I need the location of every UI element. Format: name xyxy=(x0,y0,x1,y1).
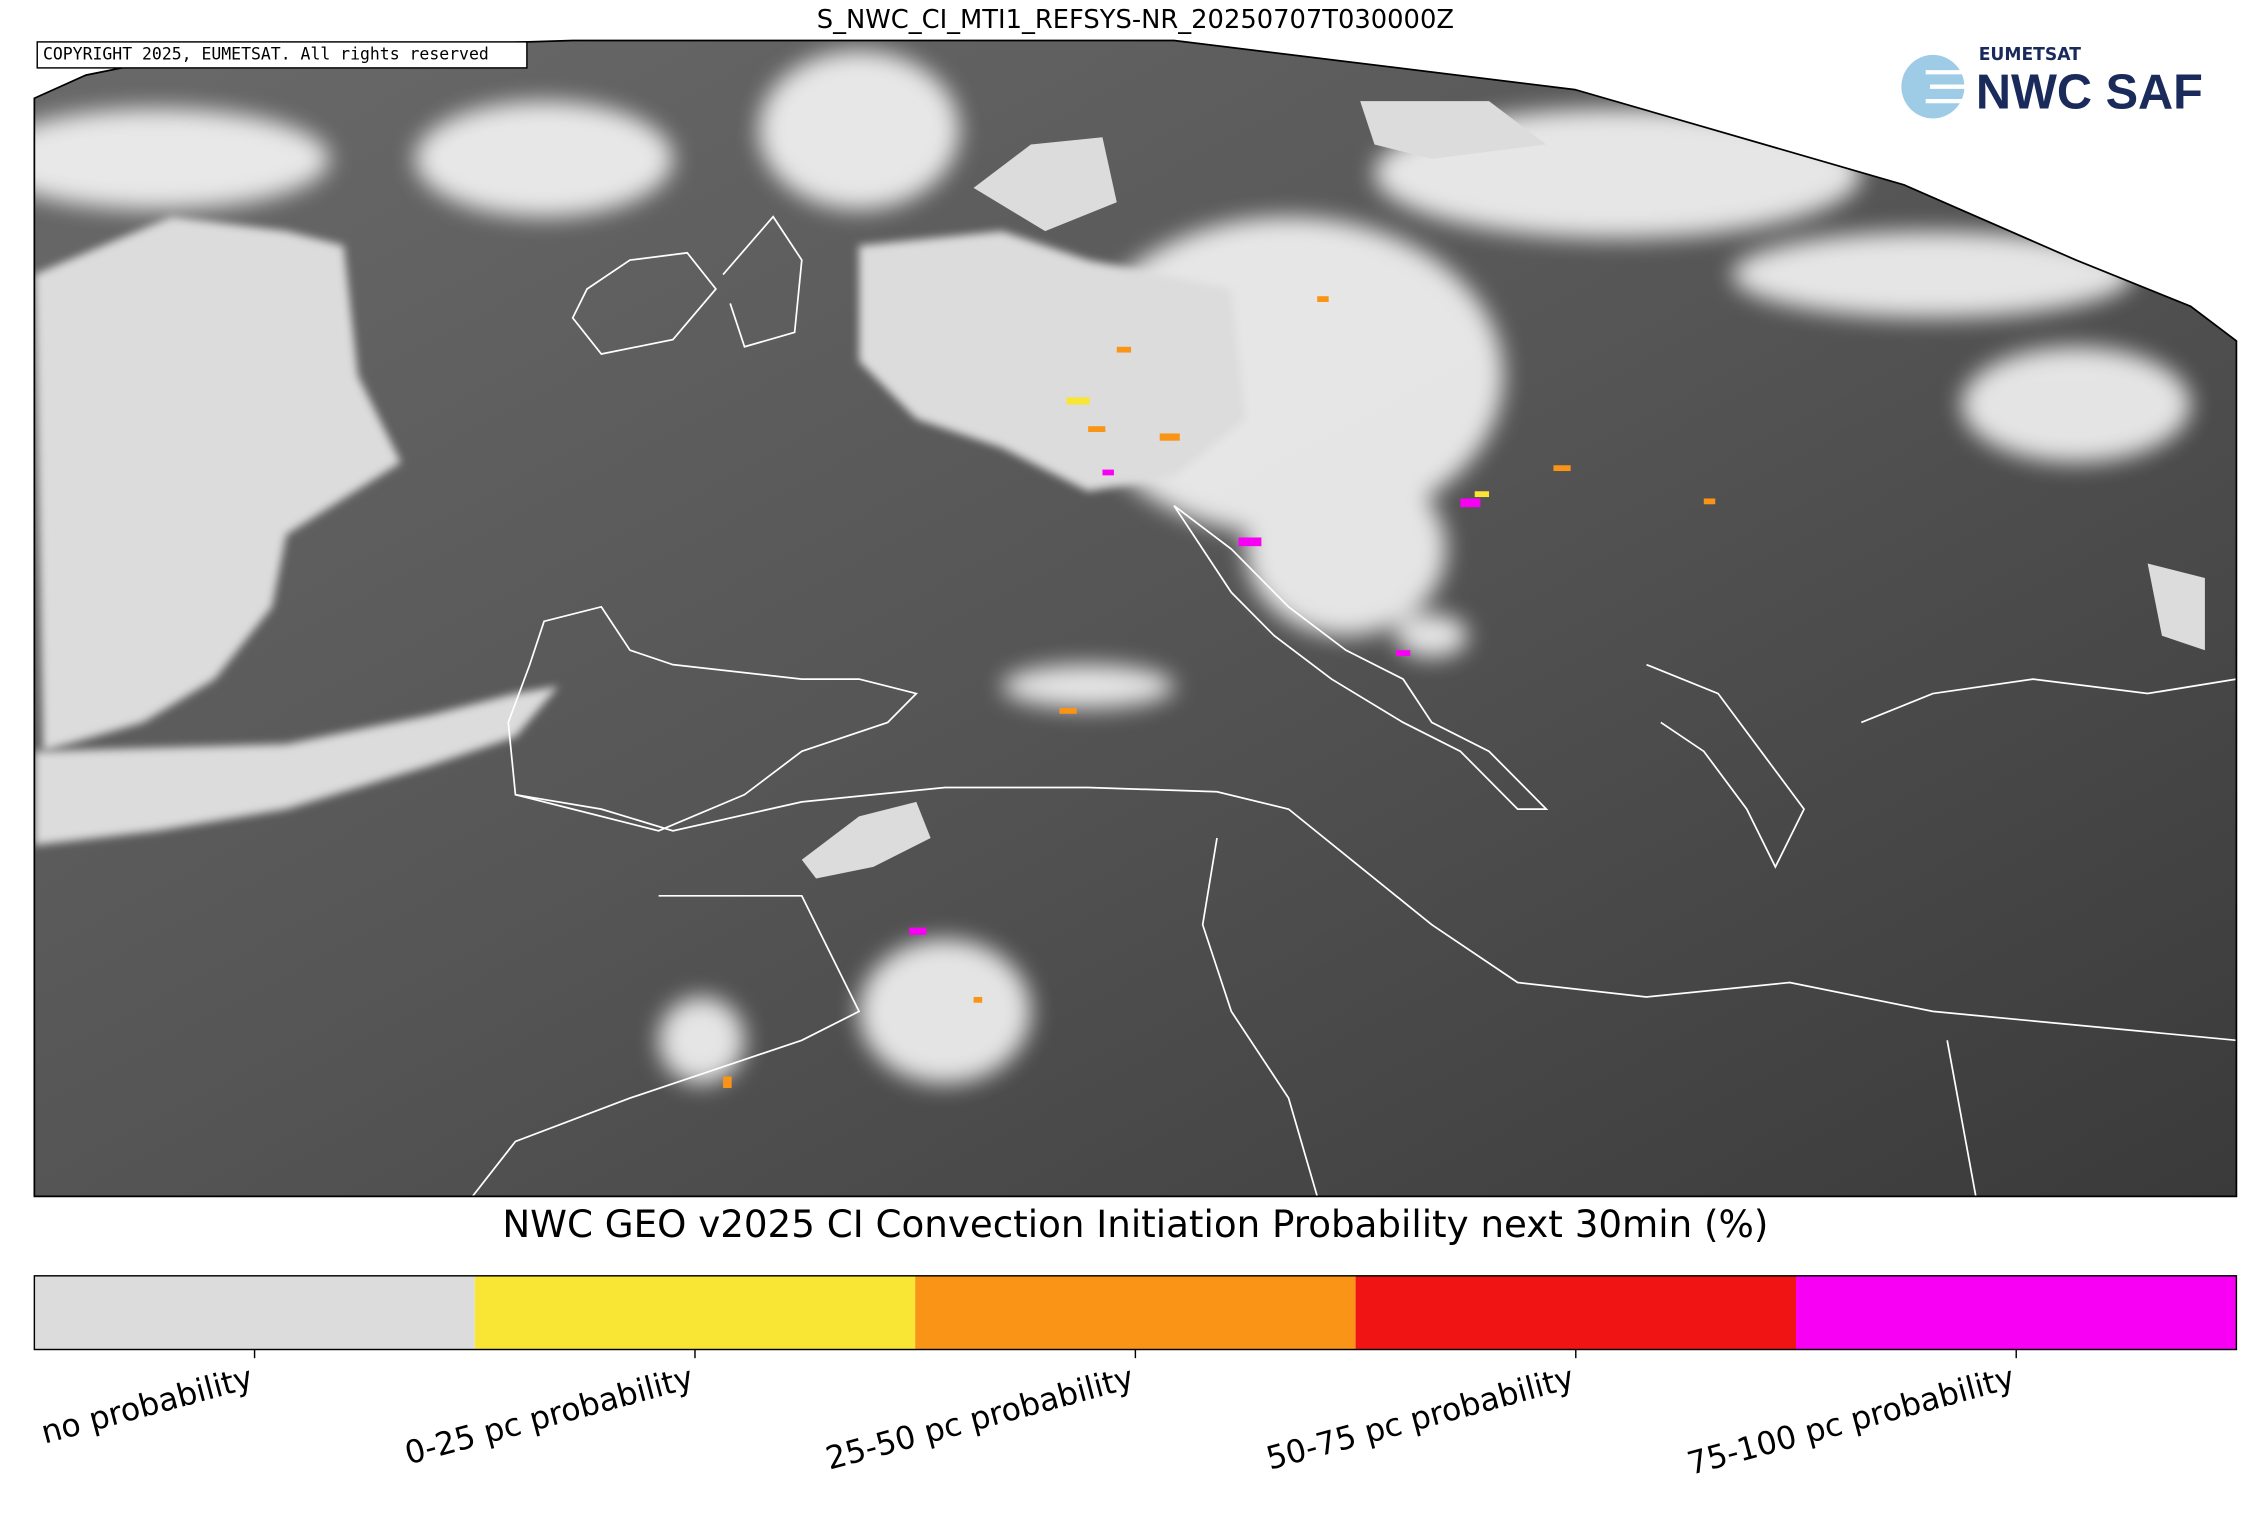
colorbar-segment xyxy=(1355,1275,1796,1350)
logo: EUMETSAT NWC SAF xyxy=(1901,45,2203,119)
copyright: COPYRIGHT 2025, EUMETSAT. All rights res… xyxy=(43,44,489,63)
colorbar-segment xyxy=(34,1275,475,1350)
colorbar-label: 50-75 pc probability xyxy=(1263,1360,1578,1478)
colorbar-label: 25-50 pc probability xyxy=(822,1360,1137,1478)
colorbar-segment xyxy=(915,1275,1356,1350)
logo-name: NWC SAF xyxy=(1976,65,2203,119)
satellite-map xyxy=(34,40,2237,1197)
logo-org: EUMETSAT xyxy=(1979,45,2081,65)
legend-title: NWC GEO v2025 CI Convection Initiation P… xyxy=(502,1202,1768,1246)
colorbar-frame xyxy=(33,1275,2238,1351)
colorbar-segment xyxy=(1796,1275,2237,1350)
title: S_NWC_CI_MTI1_REFSYS-NR_20250707T030000Z xyxy=(817,5,1454,35)
copyright-box xyxy=(36,41,528,69)
colorbar-label: 75-100 pc probability xyxy=(1684,1360,2019,1483)
colorbar-label: no probability xyxy=(38,1360,257,1452)
colorbar: no probability 0-25 pc probability 25-50 p… xyxy=(33,1275,2238,1483)
ci-pixels xyxy=(723,296,1716,1088)
colorbar-label: 0-25 pc probability xyxy=(401,1360,697,1472)
colorbar-segment xyxy=(474,1275,916,1350)
